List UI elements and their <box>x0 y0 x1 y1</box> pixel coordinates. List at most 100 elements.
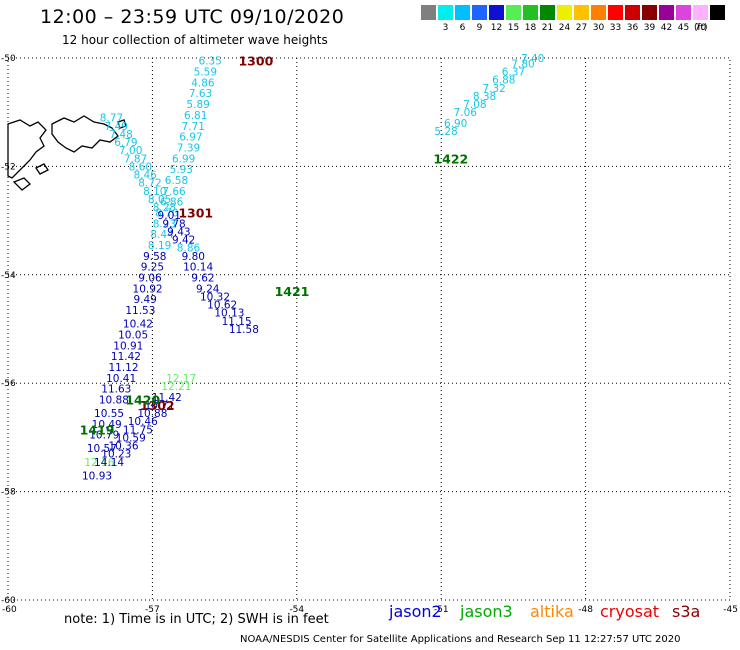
pass-time-label: 1420 <box>125 392 160 407</box>
wave-height-label: 9.01 <box>158 210 181 222</box>
wave-height-label: 7.40 <box>521 53 544 65</box>
legend-swatch <box>693 5 708 20</box>
wave-height-label: 8.19 <box>148 240 171 252</box>
wave-height-label: 9.62 <box>191 273 214 285</box>
map-subtitle: 12 hour collection of altimeter wave hei… <box>62 33 328 47</box>
wave-height-label: 10.13 <box>214 308 244 320</box>
wave-height-label: 5.89 <box>186 99 209 111</box>
lon-tick-label: -57 <box>145 605 160 615</box>
island-outline <box>117 119 127 129</box>
map-title: 12:00 – 23:59 UTC 09/10/2020 <box>40 6 345 28</box>
wave-height-label: 7.32 <box>482 83 505 95</box>
wave-height-label: 10.62 <box>207 300 237 312</box>
wave-height-label: 11.15 <box>222 316 252 328</box>
lat-tick-label: -50 <box>1 54 16 64</box>
pass-time-label: 1419 <box>80 422 115 437</box>
wave-height-label: 7.08 <box>463 99 486 111</box>
wave-height-label: 11.58 <box>229 324 259 336</box>
axis-labels: -60 -57 -54 -51 -48 -45 -50 -52 -54 -56 -58 -60 <box>1 54 738 615</box>
wave-height-label: 5.28 <box>434 126 457 138</box>
legend-swatch <box>591 5 606 20</box>
wave-height-label: 8.28 <box>153 202 176 214</box>
wave-height-label: 5.93 <box>170 164 193 176</box>
wave-height-label: 4.86 <box>191 77 215 89</box>
map-grid <box>8 58 730 600</box>
legend-swatch <box>421 5 436 20</box>
wave-height-label: 9.80 <box>182 251 205 263</box>
island-outline <box>51 115 119 153</box>
wave-height-label: 14.14 <box>94 457 124 469</box>
wave-height-label: 6.37 <box>502 67 525 79</box>
lon-tick-label: -60 <box>2 605 17 615</box>
pass-time-label: 1301 <box>178 205 213 220</box>
wave-height-label: 11.42 <box>152 392 182 404</box>
legend-swatch <box>574 5 589 20</box>
lon-tick-label: -54 <box>289 605 304 615</box>
wave-height-label: 8.23 <box>153 218 176 230</box>
wave-height-label: 10.88 <box>99 394 129 406</box>
legend-label: 21 <box>541 23 554 33</box>
legend-label: 42 <box>660 23 673 33</box>
track-1422: 5.286.907.067.088.387.326.886.377.807.40 <box>434 53 544 138</box>
island-outline <box>7 119 47 179</box>
legend-label: 6 <box>459 23 466 33</box>
credit-line: NOAA/NESDIS Center for Satellite Applica… <box>240 634 681 645</box>
legend-swatch <box>710 5 725 20</box>
wave-height-label: 7.49 <box>105 121 128 133</box>
wave-height-label: 5.59 <box>194 67 217 79</box>
wave-height-label: 10.59 <box>116 432 146 444</box>
track-1421: 11.5811.1510.1310.6210.329.249.6210.149.… <box>100 113 259 336</box>
wave-height-label: 10.79 <box>89 430 119 442</box>
wave-height-label: 9.58 <box>143 251 166 263</box>
wave-height-label: 12.21 <box>161 381 191 393</box>
wave-height-label: 7.00 <box>119 145 142 157</box>
wave-height-label: 8.77 <box>100 113 123 125</box>
wave-height-label: 10.14 <box>183 262 213 274</box>
legend-swatch <box>557 5 572 20</box>
pass-time-labels: 1300 1301 1302 1419 1420 1421 1422 <box>80 54 469 438</box>
wave-height-label: 8.05 <box>148 194 171 206</box>
legend-label: 27 <box>575 23 588 33</box>
legend-label: 45 <box>677 23 690 33</box>
wave-height-label: 6.79 <box>114 137 137 149</box>
wave-height-label: 7.48 <box>109 129 132 141</box>
wave-height-label: 7.63 <box>189 88 212 100</box>
wave-height-label: 6.81 <box>184 110 207 122</box>
wave-height-label: 9.78 <box>162 218 185 230</box>
wave-height-label: 10.93 <box>82 470 112 482</box>
legend-label: 15 <box>507 23 520 33</box>
lat-tick-label: -58 <box>1 488 16 498</box>
lon-tick-label: -51 <box>434 605 449 615</box>
legend-label: 24 <box>558 23 571 33</box>
wave-height-label: 10.41 <box>106 373 136 385</box>
legend-unit: (ft) <box>694 23 708 33</box>
legend-label: 70 <box>694 23 707 33</box>
wave-height-label: 9.06 <box>138 273 162 285</box>
wave-height-label: 8.44 <box>150 229 174 241</box>
wave-height-label: 8.60 <box>129 161 152 173</box>
wave-height-label: 10.32 <box>200 291 230 303</box>
wave-height-label: 7.80 <box>511 58 534 70</box>
wave-height-label: 9.43 <box>167 226 190 238</box>
footnote: note: 1) Time is in UTC; 2) SWH is in fe… <box>64 612 329 627</box>
legend-label: 9 <box>476 23 483 33</box>
pass-time-label: 1422 <box>433 151 468 166</box>
track-1300: 6.355.594.867.635.896.817.716.977.396.99… <box>82 56 222 483</box>
wave-height-label: 6.99 <box>172 153 195 165</box>
pass-time-label: 1300 <box>238 54 273 69</box>
altimeter-tracks: 6.355.594.867.635.896.817.716.977.396.99… <box>82 53 544 482</box>
wave-height-label: 10.92 <box>133 283 163 295</box>
legend-swatch <box>676 5 691 20</box>
wave-height-label: 8.46 <box>133 170 157 182</box>
satellite-altika: altika <box>530 602 574 621</box>
wave-height-label: 10.46 <box>128 416 158 428</box>
legend-swatch <box>608 5 623 20</box>
wave-height-label: 6.90 <box>444 118 467 130</box>
island-outline <box>35 163 49 175</box>
wave-height-label: 12.16 <box>84 457 114 469</box>
lat-tick-label: -56 <box>1 379 16 389</box>
legend-label: 36 <box>626 23 639 33</box>
pass-time-label: 1421 <box>275 284 310 299</box>
legend-swatch <box>455 5 470 20</box>
